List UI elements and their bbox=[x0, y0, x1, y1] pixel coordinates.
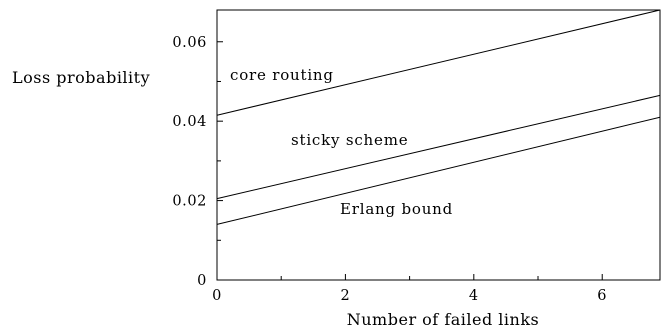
y-axis-title: Loss probability bbox=[12, 68, 150, 87]
x-tick-label: 4 bbox=[469, 288, 479, 304]
x-tick-label: 6 bbox=[597, 288, 607, 304]
series-label-sticky-scheme: sticky scheme bbox=[291, 131, 408, 149]
y-tick-label: 0.06 bbox=[172, 35, 207, 51]
x-axis-ticks: 0 2 4 6 bbox=[212, 274, 607, 304]
series-lines bbox=[216, 9, 661, 225]
series-label-erlang-bound: Erlang bound bbox=[340, 200, 453, 218]
y-axis-ticks: 0 0.02 0.04 0.06 bbox=[172, 35, 223, 289]
y-tick-label: 0.02 bbox=[172, 194, 207, 210]
x-tick-label: 0 bbox=[212, 288, 222, 304]
y-tick-label: 0 bbox=[197, 273, 207, 289]
series-line-sticky-scheme bbox=[216, 94, 661, 200]
series-label-core-routing: core routing bbox=[230, 66, 334, 84]
plot-border bbox=[216, 9, 661, 281]
x-axis-title: Number of failed links bbox=[347, 310, 540, 329]
plot-frame bbox=[216, 9, 661, 281]
y-tick-label: 0.04 bbox=[172, 114, 207, 130]
x-tick-label: 2 bbox=[340, 288, 350, 304]
series-line-erlang-bound bbox=[216, 116, 661, 225]
series-line-core-routing bbox=[216, 9, 661, 116]
